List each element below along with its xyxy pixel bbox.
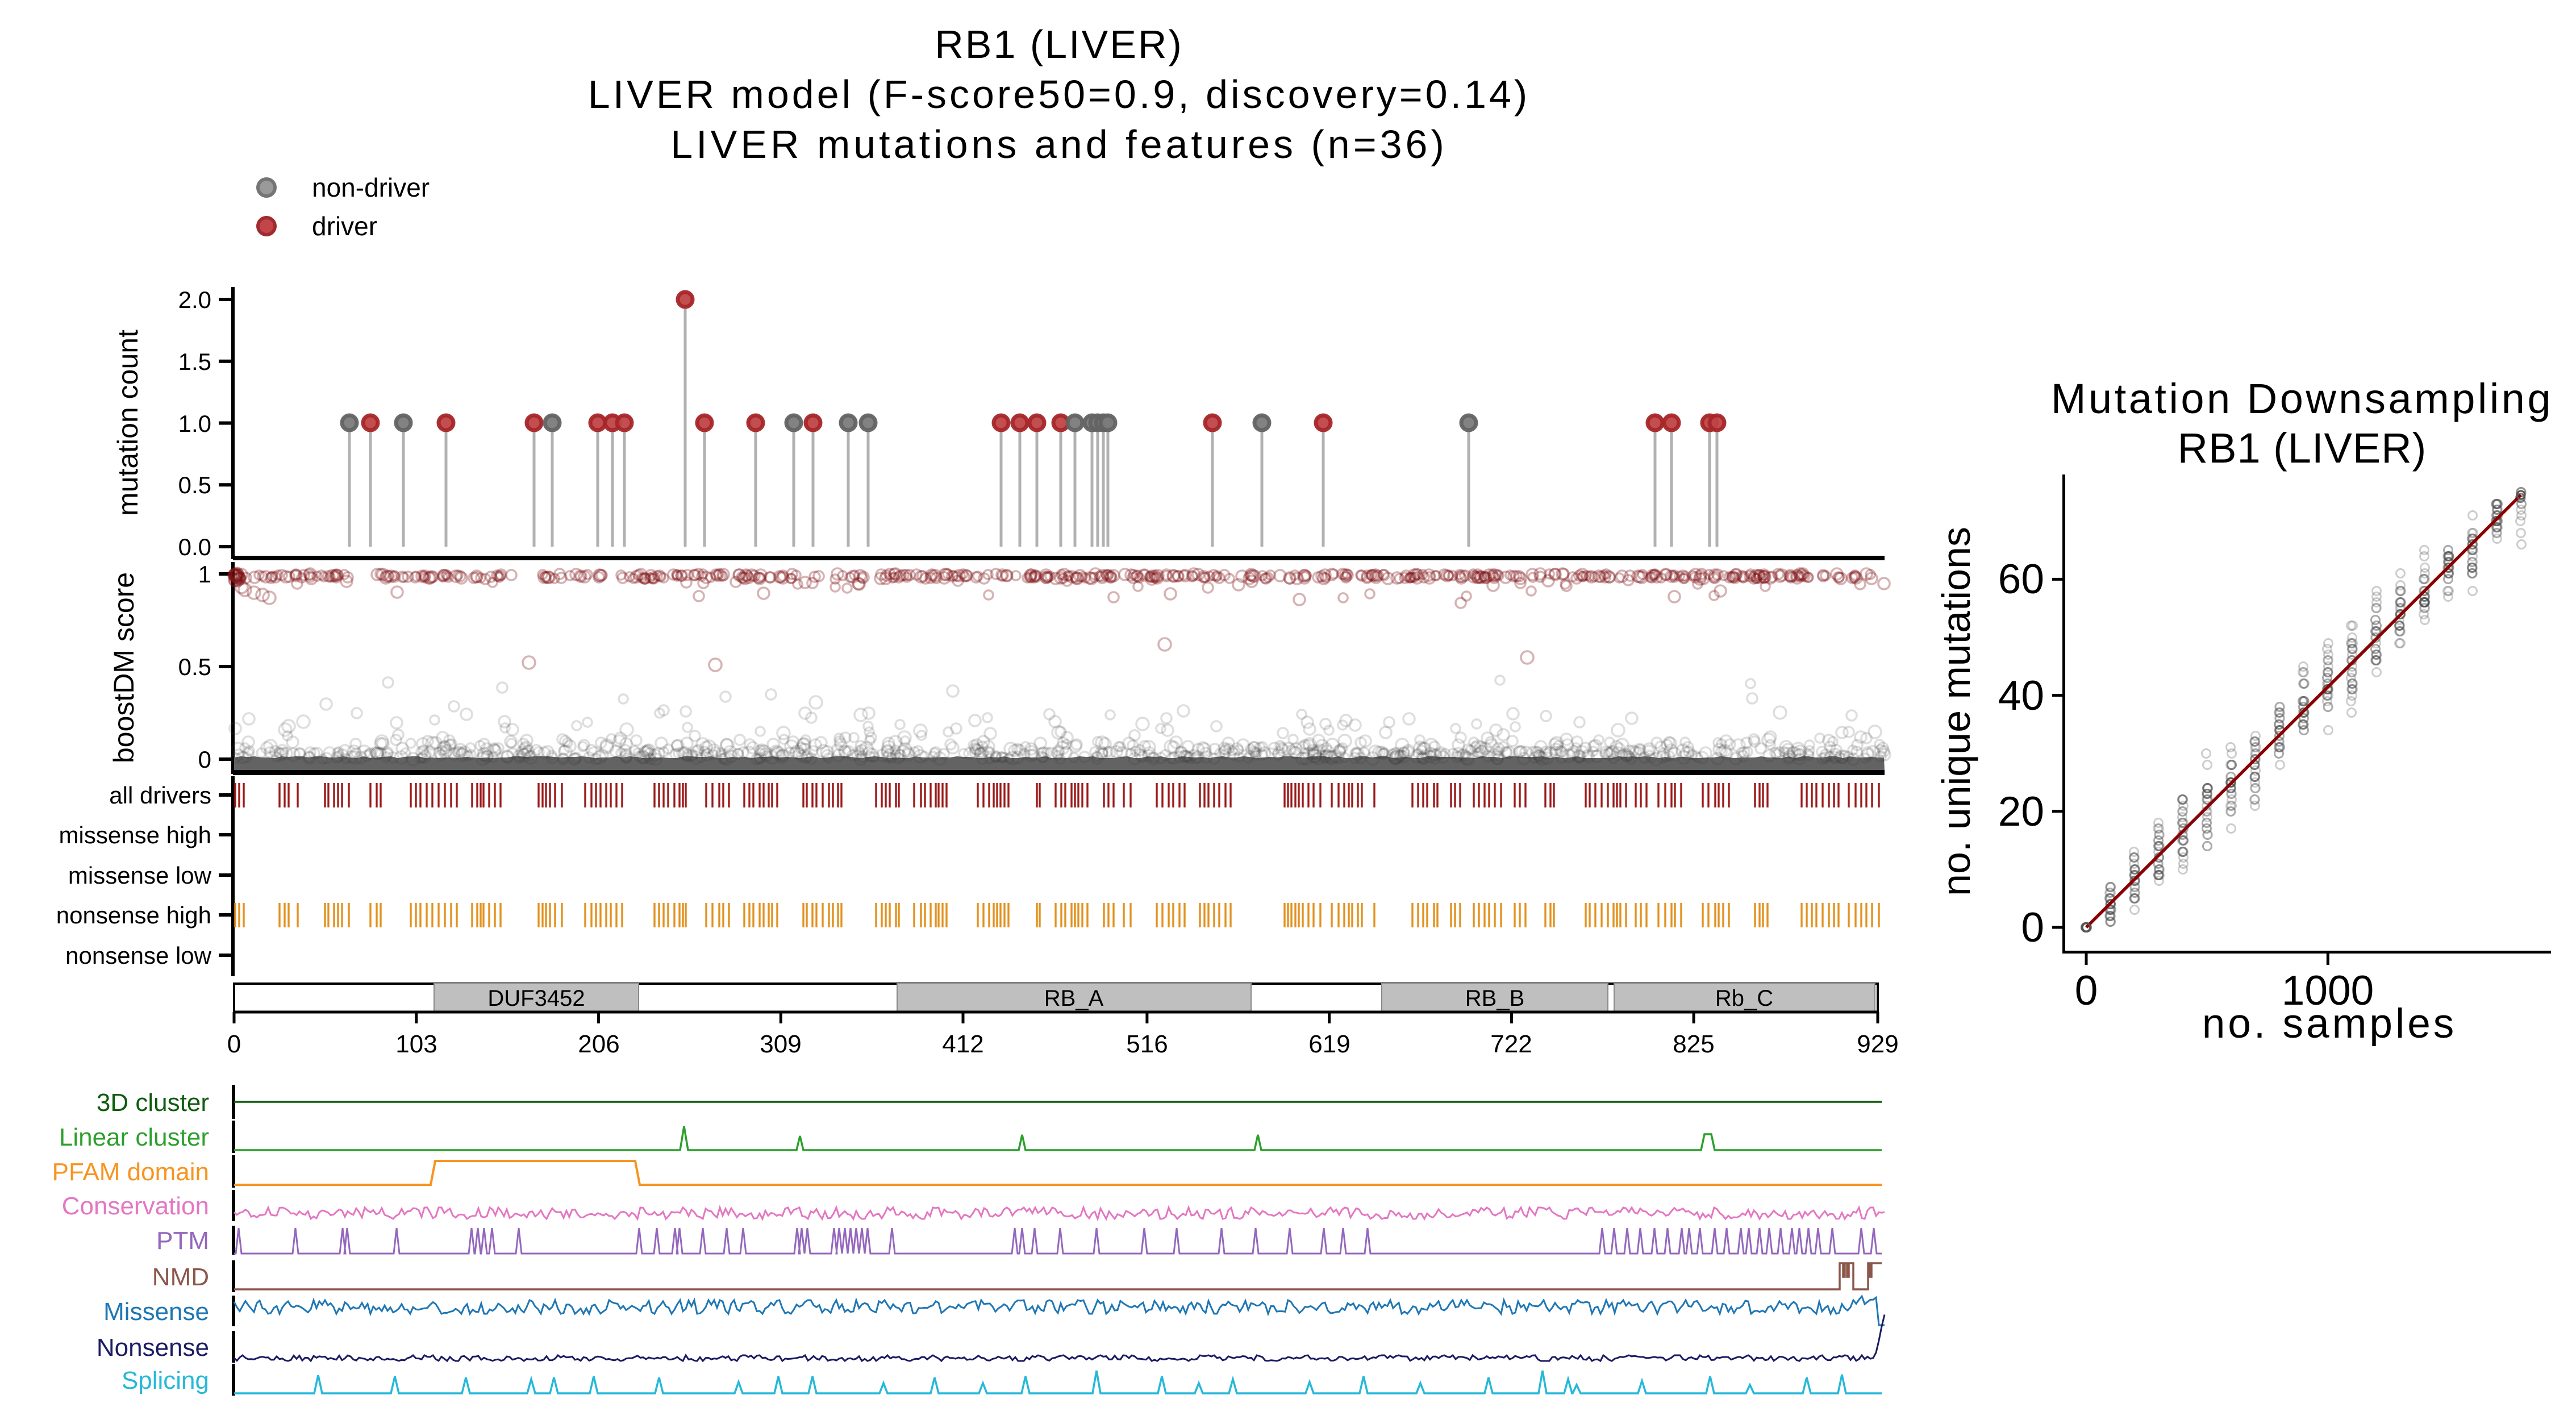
svg-text:missense high: missense high	[59, 822, 211, 848]
svg-text:nonsense high: nonsense high	[56, 902, 211, 929]
svg-text:LIVER mutations and features (: LIVER mutations and features (n=36)	[670, 122, 1448, 166]
svg-text:0: 0	[2075, 968, 2098, 1014]
svg-text:40: 40	[1998, 673, 2044, 719]
svg-text:1.5: 1.5	[178, 348, 211, 375]
svg-text:0.5: 0.5	[178, 653, 211, 680]
svg-text:0.0: 0.0	[178, 534, 211, 560]
svg-text:516: 516	[1126, 1030, 1168, 1058]
svg-text:NMD: NMD	[152, 1263, 209, 1291]
svg-text:Rb_C: Rb_C	[1715, 986, 1773, 1011]
svg-text:20: 20	[1998, 789, 2044, 835]
svg-text:3D cluster: 3D cluster	[97, 1089, 209, 1117]
svg-text:0: 0	[227, 1030, 241, 1058]
svg-text:619: 619	[1308, 1030, 1350, 1058]
svg-text:driver: driver	[312, 211, 377, 241]
svg-text:412: 412	[942, 1030, 983, 1058]
svg-text:Conservation: Conservation	[62, 1192, 209, 1220]
svg-text:RB1 (LIVER): RB1 (LIVER)	[2178, 424, 2427, 472]
svg-text:206: 206	[578, 1030, 619, 1058]
svg-text:60: 60	[1998, 556, 2044, 602]
svg-text:1: 1	[198, 561, 211, 588]
svg-text:RB_B: RB_B	[1465, 986, 1525, 1011]
svg-text:825: 825	[1673, 1030, 1714, 1058]
svg-text:1000: 1000	[2282, 968, 2374, 1014]
svg-text:Missense: Missense	[103, 1298, 209, 1326]
svg-text:DUF3452: DUF3452	[487, 986, 585, 1011]
svg-text:1.0: 1.0	[178, 410, 211, 437]
svg-text:LIVER model (F-score50=0.9, di: LIVER model (F-score50=0.9, discovery=0.…	[588, 72, 1530, 116]
svg-text:929: 929	[1857, 1030, 1898, 1058]
svg-text:2.0: 2.0	[178, 286, 211, 313]
svg-text:mutation count: mutation count	[112, 330, 144, 516]
svg-text:RB1 (LIVER): RB1 (LIVER)	[935, 22, 1183, 66]
svg-text:PFAM domain: PFAM domain	[52, 1158, 209, 1186]
svg-text:no. samples: no. samples	[2202, 1001, 2457, 1047]
svg-text:0.5: 0.5	[178, 472, 211, 498]
svg-text:missense low: missense low	[68, 862, 212, 889]
svg-text:RB_A: RB_A	[1044, 986, 1104, 1011]
svg-text:Mutation Downsampling: Mutation Downsampling	[2051, 375, 2553, 422]
svg-text:Linear cluster: Linear cluster	[59, 1123, 209, 1151]
svg-text:722: 722	[1490, 1030, 1532, 1058]
svg-text:no. unique mutations: no. unique mutations	[1934, 527, 1978, 896]
svg-text:0: 0	[2021, 905, 2044, 951]
svg-text:0: 0	[198, 746, 211, 773]
svg-text:103: 103	[395, 1030, 437, 1058]
svg-text:Nonsense: Nonsense	[97, 1334, 209, 1362]
svg-text:non-driver: non-driver	[312, 173, 430, 202]
svg-text:Splicing: Splicing	[122, 1367, 209, 1394]
svg-text:all drivers: all drivers	[109, 782, 211, 809]
svg-text:boostDM score: boostDM score	[108, 572, 140, 763]
svg-text:nonsense low: nonsense low	[65, 942, 212, 969]
svg-text:PTM: PTM	[156, 1227, 209, 1255]
svg-text:309: 309	[760, 1030, 801, 1058]
